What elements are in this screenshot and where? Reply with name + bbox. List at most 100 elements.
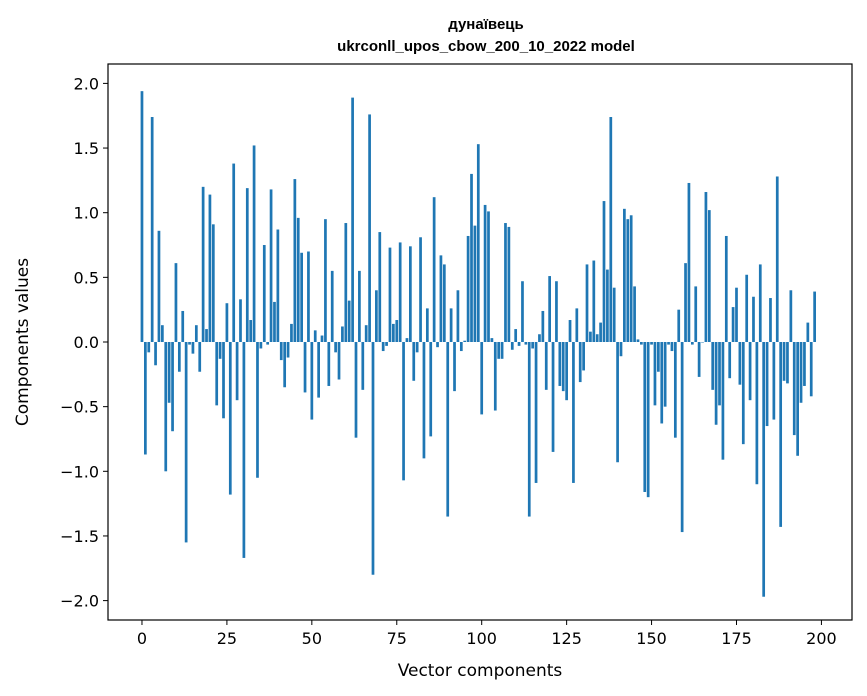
- bar: [422, 342, 426, 459]
- bar: [235, 342, 239, 401]
- x-tick-label: 175: [721, 629, 752, 648]
- bar: [347, 300, 351, 342]
- bar: [453, 342, 456, 392]
- bar: [191, 342, 195, 354]
- bar: [293, 179, 297, 342]
- bar: [395, 320, 399, 342]
- bar: [704, 192, 708, 342]
- bar: [296, 217, 300, 342]
- bar: [232, 163, 236, 342]
- y-tick-label: 0.0: [74, 333, 99, 352]
- bar: [303, 342, 307, 393]
- bar: [161, 325, 164, 342]
- bar: [480, 342, 484, 415]
- bar: [707, 210, 711, 342]
- bar: [531, 342, 535, 349]
- chart-title: дунаївець: [448, 16, 523, 33]
- bar: [436, 342, 439, 348]
- bar: [775, 176, 779, 342]
- bar: [633, 286, 636, 342]
- bar: [663, 342, 667, 407]
- bar: [670, 342, 674, 352]
- bar: [650, 342, 653, 345]
- bar: [684, 263, 687, 342]
- bar: [239, 299, 242, 342]
- bar: [341, 326, 344, 342]
- bar: [174, 263, 178, 342]
- bar: [741, 342, 745, 445]
- bar: [144, 342, 147, 455]
- bar: [279, 342, 283, 361]
- bar: [595, 334, 599, 342]
- bar: [755, 342, 759, 485]
- bar: [177, 342, 181, 372]
- bar: [728, 342, 732, 379]
- bar: [449, 308, 453, 342]
- bar: [402, 342, 405, 481]
- bar: [555, 281, 558, 342]
- bar: [762, 342, 766, 597]
- bar: [527, 342, 531, 517]
- bar: [568, 320, 572, 342]
- bar: [646, 342, 650, 498]
- bar: [779, 342, 783, 527]
- bar: [677, 309, 681, 342]
- y-tick-label: −1.5: [60, 527, 99, 546]
- bar: [483, 204, 487, 342]
- bar: [748, 342, 752, 401]
- bar: [612, 287, 616, 342]
- bar: [629, 215, 633, 342]
- bar: [473, 225, 477, 342]
- bar: [211, 224, 215, 342]
- bar: [269, 189, 273, 342]
- bar: [803, 342, 806, 386]
- bar: [809, 342, 813, 397]
- bar: [738, 342, 742, 385]
- bar: [521, 281, 524, 342]
- plot-frame: [107, 63, 853, 621]
- bar: [242, 342, 246, 558]
- bar: [534, 342, 538, 483]
- bar: [429, 342, 433, 437]
- bar: [442, 264, 446, 342]
- bar: [772, 342, 776, 420]
- bar: [490, 338, 494, 342]
- bar: [578, 342, 582, 383]
- bar: [769, 298, 772, 342]
- bar: [466, 235, 470, 342]
- bar: [667, 342, 670, 345]
- x-tick-label: 75: [387, 629, 407, 648]
- bar: [218, 342, 222, 359]
- bar: [171, 342, 174, 432]
- bar: [487, 211, 490, 342]
- bar: [439, 255, 443, 342]
- bars-group: [140, 91, 816, 597]
- bar: [585, 264, 589, 342]
- bar: [344, 223, 348, 342]
- x-tick-label: 200: [806, 629, 837, 648]
- bar: [371, 342, 375, 575]
- bar: [493, 342, 497, 411]
- bar: [714, 342, 718, 425]
- y-tick-label: −0.5: [60, 398, 99, 417]
- bar: [290, 323, 293, 342]
- bar: [225, 303, 229, 342]
- bar: [735, 287, 738, 342]
- bar: [697, 342, 701, 377]
- bar: [463, 340, 467, 342]
- bar: [524, 342, 528, 345]
- bar: [364, 325, 368, 342]
- bar: [721, 342, 725, 460]
- y-tick-label: −1.0: [60, 462, 99, 481]
- bar: [194, 325, 198, 342]
- bar: [358, 270, 361, 342]
- x-tick-label: 100: [466, 629, 497, 648]
- bar: [324, 219, 327, 342]
- bar: [806, 322, 810, 342]
- bar: [507, 226, 511, 342]
- bar: [361, 342, 365, 390]
- bar: [188, 342, 191, 345]
- bar: [718, 342, 721, 406]
- bar: [687, 182, 691, 342]
- bar: [690, 342, 694, 345]
